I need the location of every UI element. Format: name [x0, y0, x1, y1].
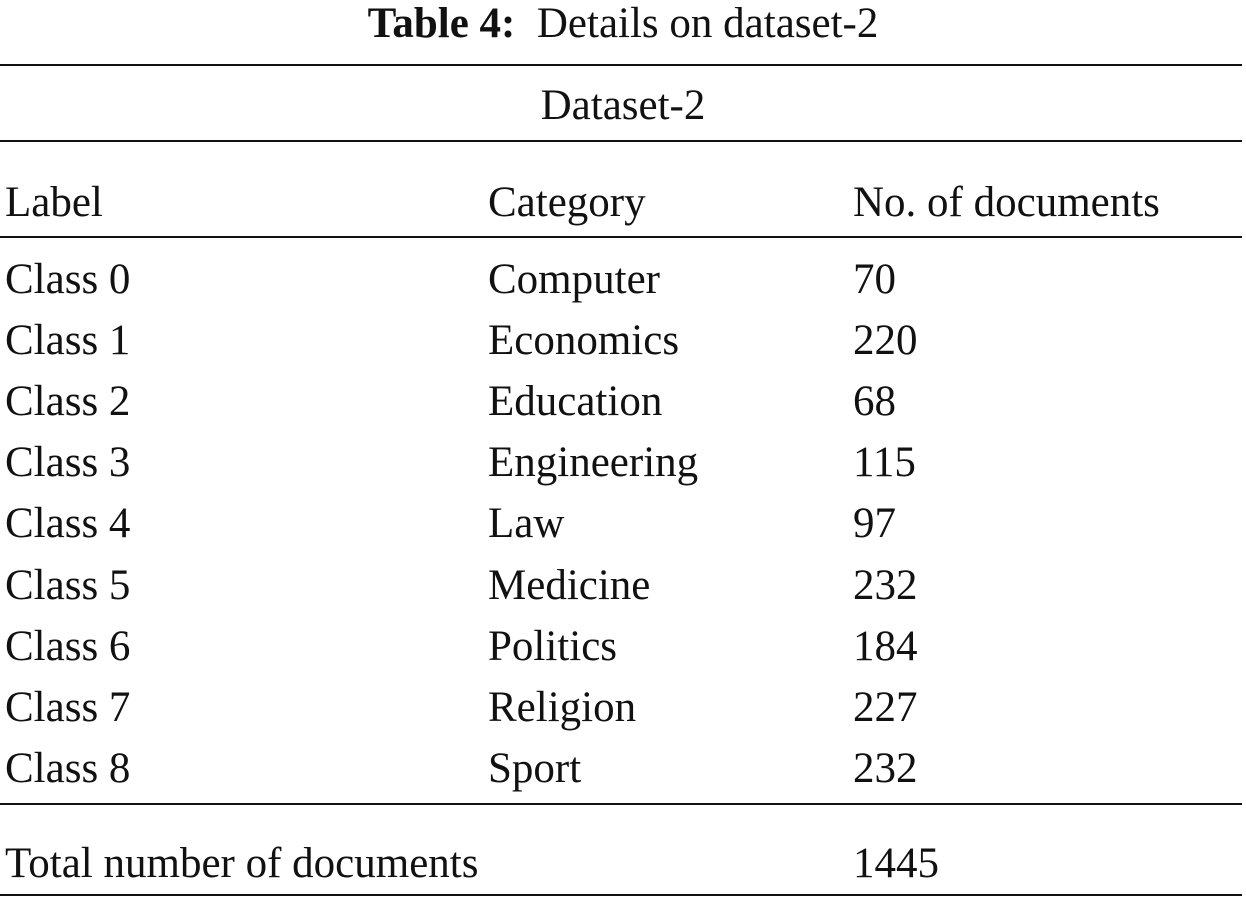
header-rule — [0, 236, 1242, 238]
top-rule — [0, 64, 1242, 66]
count-cell: 227 — [853, 683, 918, 731]
count-cell: 232 — [853, 561, 918, 609]
caption-text: Details on dataset-2 — [536, 0, 879, 47]
label-cell: Class 8 — [5, 744, 131, 792]
label-cell: Class 1 — [5, 317, 131, 365]
caption-label: Table 4: — [367, 0, 516, 47]
label-cell: Class 4 — [5, 500, 131, 548]
count-cell: 68 — [853, 378, 896, 426]
label-cell: Class 2 — [5, 378, 131, 426]
count-cell: 97 — [853, 500, 896, 548]
group-rule — [0, 140, 1242, 142]
count-cell: 220 — [853, 317, 918, 365]
category-cell: Law — [488, 500, 565, 548]
column-header-count: No. of documents — [853, 179, 1160, 226]
bottom-rule — [0, 894, 1242, 896]
label-cell: Class 6 — [5, 622, 131, 670]
body-rule — [0, 803, 1242, 805]
count-cell: 184 — [853, 622, 918, 670]
column-header-label: Label — [5, 179, 103, 226]
label-cell: Class 3 — [5, 439, 131, 487]
column-header-category: Category — [488, 179, 646, 226]
category-cell: Economics — [488, 317, 680, 365]
count-cell: 115 — [853, 439, 916, 487]
count-cell: 70 — [853, 256, 896, 303]
total-label: Total number of documents — [5, 840, 479, 887]
category-cell: Sport — [488, 744, 582, 792]
label-cell: Class 7 — [5, 683, 131, 731]
category-cell: Politics — [488, 622, 618, 670]
category-cell: Computer — [488, 256, 660, 303]
group-header: Dataset-2 — [540, 82, 706, 129]
label-cell: Class 5 — [5, 561, 131, 609]
category-cell: Education — [488, 378, 663, 426]
count-cell: 232 — [853, 744, 918, 792]
category-cell: Medicine — [488, 561, 651, 609]
category-cell: Engineering — [488, 439, 699, 487]
table-caption: Table 4: Details on dataset-2 — [0, 2, 1246, 45]
total-value: 1445 — [853, 840, 939, 887]
label-cell: Class 0 — [5, 256, 131, 303]
category-cell: Religion — [488, 683, 637, 731]
